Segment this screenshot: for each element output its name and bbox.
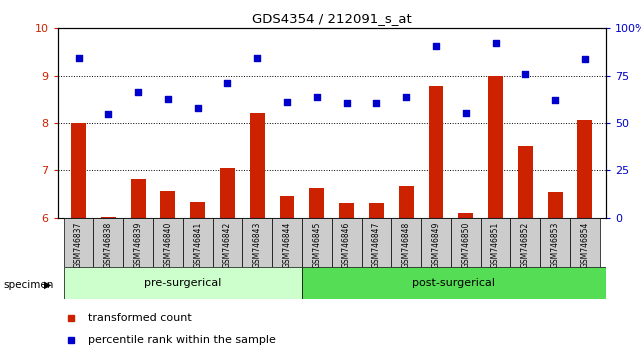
Bar — [540, 218, 570, 267]
Bar — [510, 218, 540, 267]
Bar — [310, 188, 324, 218]
Bar — [518, 146, 533, 218]
Text: GSM746854: GSM746854 — [580, 222, 589, 268]
Bar — [429, 86, 444, 218]
Text: post-surgerical: post-surgerical — [412, 278, 495, 288]
Text: transformed count: transformed count — [88, 313, 192, 323]
Bar — [220, 169, 235, 218]
Bar — [547, 192, 563, 218]
Bar — [213, 218, 242, 267]
Bar — [101, 217, 116, 218]
Bar — [123, 218, 153, 267]
Bar — [369, 203, 384, 218]
Point — [431, 44, 441, 49]
Point — [550, 97, 560, 103]
Bar — [458, 213, 473, 218]
Text: GDS4354 / 212091_s_at: GDS4354 / 212091_s_at — [252, 12, 412, 25]
Text: GSM746839: GSM746839 — [133, 222, 142, 268]
Bar — [63, 218, 94, 267]
Text: GSM746840: GSM746840 — [163, 222, 172, 268]
Text: GSM746846: GSM746846 — [342, 222, 351, 268]
Bar — [399, 185, 413, 218]
Point — [74, 55, 84, 61]
Text: GSM746842: GSM746842 — [223, 222, 232, 268]
Bar — [391, 218, 421, 267]
Bar — [302, 267, 606, 299]
Point — [490, 41, 501, 46]
Text: GSM746851: GSM746851 — [491, 222, 500, 268]
Bar — [421, 218, 451, 267]
Point — [103, 112, 113, 117]
Text: ▶: ▶ — [44, 280, 51, 290]
Bar — [131, 179, 146, 218]
Bar — [242, 218, 272, 267]
Bar — [339, 202, 354, 218]
Bar — [302, 218, 332, 267]
Point — [222, 80, 233, 86]
Point — [342, 100, 352, 106]
Bar — [570, 218, 600, 267]
Text: pre-surgerical: pre-surgerical — [144, 278, 222, 288]
Bar — [190, 202, 205, 218]
Bar — [94, 218, 123, 267]
Text: GSM746838: GSM746838 — [104, 222, 113, 268]
Point — [282, 99, 292, 104]
Text: GSM746852: GSM746852 — [521, 222, 530, 268]
Bar — [272, 218, 302, 267]
Text: GSM746850: GSM746850 — [462, 222, 470, 268]
Bar — [488, 76, 503, 218]
Bar — [183, 218, 213, 267]
Point — [163, 97, 173, 102]
Bar — [63, 267, 302, 299]
Text: GSM746847: GSM746847 — [372, 222, 381, 268]
Text: GSM746843: GSM746843 — [253, 222, 262, 268]
Text: GSM746848: GSM746848 — [402, 222, 411, 268]
Bar — [481, 218, 510, 267]
Point — [312, 94, 322, 100]
Point — [579, 56, 590, 62]
Bar — [451, 218, 481, 267]
Bar — [578, 120, 592, 218]
Text: GSM746837: GSM746837 — [74, 222, 83, 268]
Bar — [332, 218, 362, 267]
Bar — [279, 196, 294, 218]
Bar — [250, 113, 265, 218]
Text: GSM746853: GSM746853 — [551, 222, 560, 268]
Text: GSM746849: GSM746849 — [431, 222, 440, 268]
Text: GSM746845: GSM746845 — [312, 222, 321, 268]
Point — [133, 89, 143, 95]
Point — [461, 110, 471, 115]
Bar — [362, 218, 391, 267]
Point — [401, 94, 412, 100]
Bar — [160, 191, 176, 218]
Point — [192, 105, 203, 111]
Point — [252, 55, 262, 61]
Text: specimen: specimen — [3, 280, 54, 290]
Bar — [71, 122, 86, 218]
Text: percentile rank within the sample: percentile rank within the sample — [88, 335, 276, 345]
Text: GSM746844: GSM746844 — [283, 222, 292, 268]
Bar — [153, 218, 183, 267]
Point — [371, 100, 381, 106]
Text: GSM746841: GSM746841 — [193, 222, 202, 268]
Point — [520, 71, 531, 76]
